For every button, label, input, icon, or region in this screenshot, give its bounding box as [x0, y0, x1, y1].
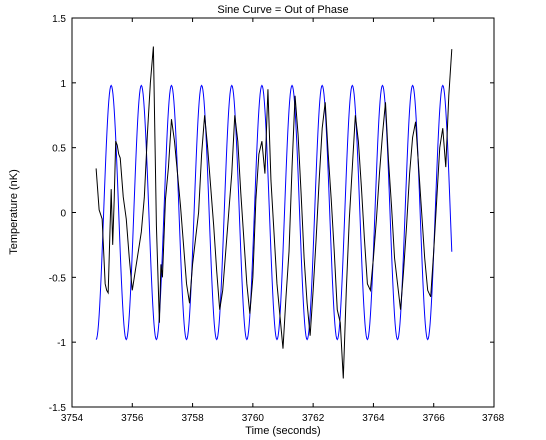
y-axis-ticks: -1.5 -1 -0.5 0 0.5 1 1.5 [49, 14, 494, 414]
y-tick-label: -1.5 [49, 403, 67, 414]
y-tick-label: 0 [60, 209, 66, 220]
x-axis-label: Time (seconds) [245, 425, 320, 437]
y-tick-label: 1.5 [52, 14, 66, 25]
y-axis-label: Temperature (nK) [8, 169, 20, 255]
x-tick-label: 3768 [482, 413, 505, 424]
series-line-2 [95, 46, 453, 379]
x-tick-label: 3758 [181, 413, 204, 424]
series-layer [95, 46, 453, 379]
x-tick-label: 3760 [242, 413, 265, 424]
y-tick-label: -0.5 [49, 273, 67, 284]
x-tick-label: 3754 [61, 413, 84, 424]
x-tick-label: 3766 [423, 413, 446, 424]
y-tick-label: 0.5 [52, 144, 66, 155]
x-tick-label: 3764 [362, 413, 385, 424]
x-tick-label: 3762 [302, 413, 325, 424]
series-line-1 [95, 84, 453, 341]
x-axis-ticks: 3754 3756 3758 3760 3762 3764 3766 3768 [61, 18, 505, 424]
y-tick-label: -1 [57, 338, 66, 349]
chart-title: Sine Curve = Out of Phase [217, 4, 348, 16]
x-tick-label: 3756 [121, 413, 144, 424]
y-tick-label: 1 [60, 79, 66, 90]
